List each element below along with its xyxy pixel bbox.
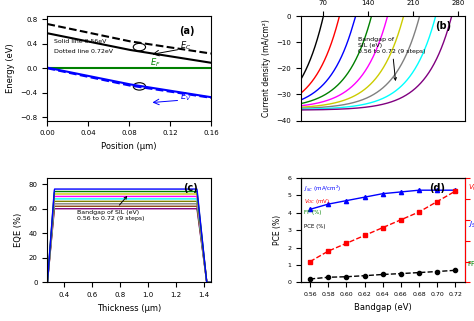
Y-axis label: Energy (eV): Energy (eV) <box>6 43 15 93</box>
X-axis label: Position (μm): Position (μm) <box>101 142 157 151</box>
X-axis label: Bandgap (eV): Bandgap (eV) <box>354 303 411 312</box>
Text: (d): (d) <box>429 183 445 193</box>
Text: $V_{OC}$: $V_{OC}$ <box>468 183 474 194</box>
Text: (c): (c) <box>183 183 198 193</box>
Y-axis label: EQE (%): EQE (%) <box>14 213 23 247</box>
Text: Solid line 0.56eV: Solid line 0.56eV <box>54 39 106 44</box>
X-axis label: Thickness (μm): Thickness (μm) <box>97 304 161 313</box>
Text: Bandgap of
SIL (eV)
0.56 to 0.72 (9 steps): Bandgap of SIL (eV) 0.56 to 0.72 (9 step… <box>358 37 426 80</box>
Text: FF (%): FF (%) <box>304 210 321 215</box>
Y-axis label: Current density (mA/cm²): Current density (mA/cm²) <box>262 19 271 117</box>
Text: $E_C$: $E_C$ <box>180 39 191 51</box>
Text: PCE (%): PCE (%) <box>304 224 326 229</box>
Text: $J_{SC}$: $J_{SC}$ <box>468 220 474 230</box>
Text: $E_F$: $E_F$ <box>150 57 160 69</box>
Text: Bandgap of SIL (eV)
0.56 to 0.72 (9 steps): Bandgap of SIL (eV) 0.56 to 0.72 (9 step… <box>77 196 145 221</box>
Text: (b): (b) <box>435 21 451 31</box>
Text: $V_{OC}$ (mV): $V_{OC}$ (mV) <box>304 197 330 206</box>
Y-axis label: PCE (%): PCE (%) <box>273 215 282 245</box>
Text: $E_V$: $E_V$ <box>180 90 192 102</box>
Text: $J_{SC}$ (mA/cm$^2$): $J_{SC}$ (mA/cm$^2$) <box>304 183 342 194</box>
Text: FF: FF <box>468 261 474 267</box>
Text: Dotted line 0.72eV: Dotted line 0.72eV <box>54 49 113 55</box>
Text: (a): (a) <box>179 27 195 37</box>
